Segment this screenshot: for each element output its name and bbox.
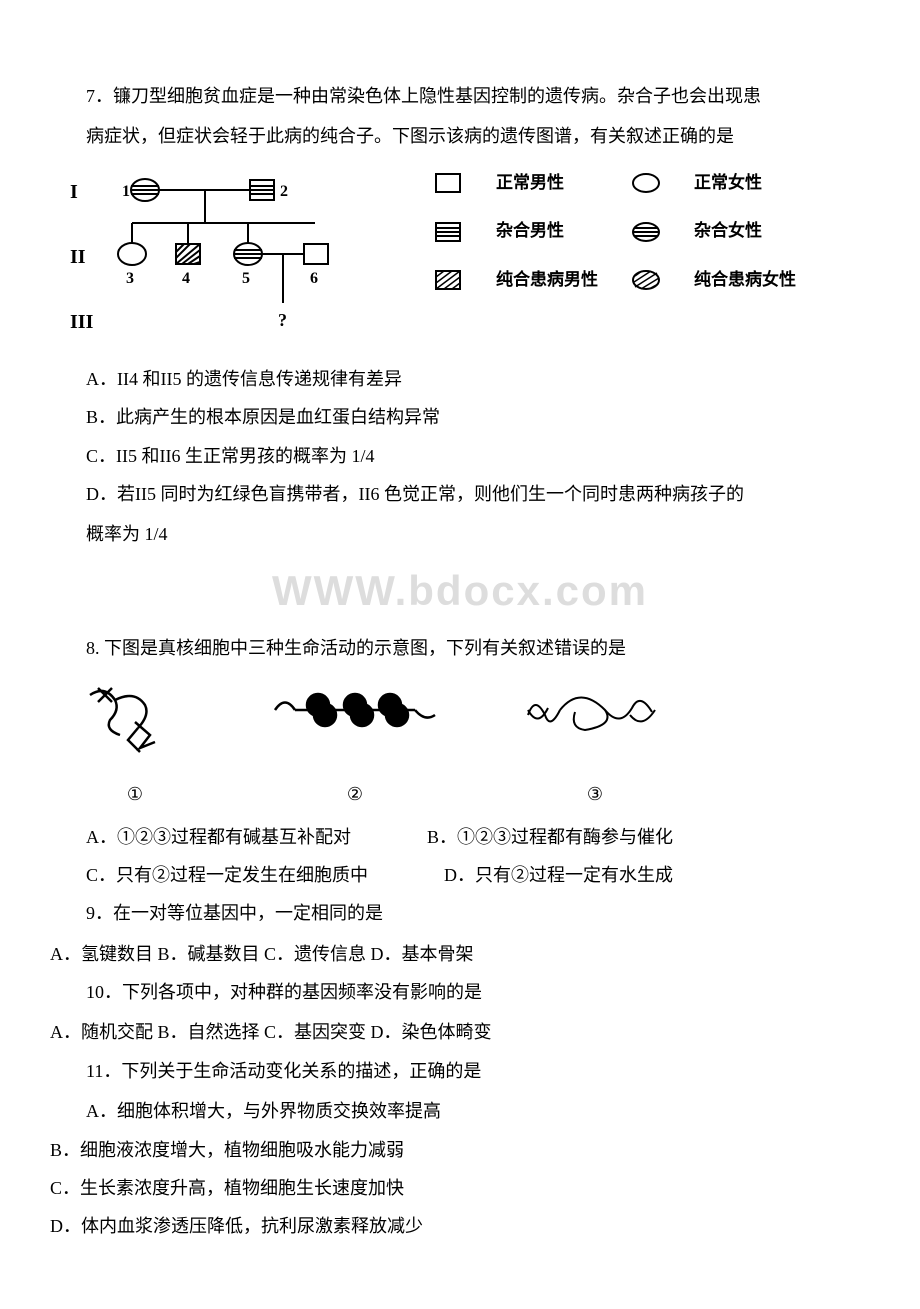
fig-3-svg	[520, 680, 670, 760]
q8-stem: 8. 下图是真核细胞中三种生命活动的示意图，下列有关叙述错误的是	[50, 632, 870, 664]
q11-D: D．体内血浆渗透压降低，抗利尿激素释放减少	[50, 1210, 870, 1242]
legend-circh-icon	[628, 219, 664, 245]
legend-sq-icon	[430, 170, 466, 196]
legend-sq-label: 正常男性	[496, 168, 598, 199]
fig-2: ②	[270, 680, 440, 811]
gen-III: III	[70, 311, 94, 333]
pedigree-svg: I II III 1 2 3	[60, 168, 380, 343]
q8-A: A．①②③过程都有碱基互补配对	[50, 821, 351, 853]
q10-opts: A．随机交配 B．自然选择 C．基因突变 D．染色体畸变	[50, 1016, 870, 1048]
q8-D: D．只有②过程一定有水生成	[408, 859, 673, 891]
q7-stem-line1: 7．镰刀型细胞贫血症是一种由常染色体上隐性基因控制的遗传病。杂合子也会出现患	[50, 80, 870, 112]
fig-2-svg	[270, 680, 440, 760]
legend-sqfill-icon	[430, 267, 466, 293]
q11-B: B．细胞液浓度增大，植物细胞吸水能力减弱	[50, 1134, 870, 1166]
q7-C: C．II5 和II6 生正常男孩的概率为 1/4	[50, 440, 870, 472]
legend-circfill-icon	[628, 267, 664, 293]
svg-text:4: 4	[182, 270, 190, 287]
q9-stem: 9．在一对等位基因中，一定相同的是	[50, 897, 870, 929]
watermark: WWW.bdocx.com	[50, 553, 870, 629]
fig-3-cap: ③	[520, 778, 670, 810]
svg-text:5: 5	[242, 270, 250, 287]
q7-D-line2: 概率为 1/4	[50, 518, 870, 550]
pedigree-figure: I II III 1 2 3	[60, 168, 870, 343]
legend-sqh-icon	[430, 219, 466, 245]
q7-stem-line2: 病症状，但症状会轻于此病的纯合子。下图示该病的遗传图谱，有关叙述正确的是	[50, 120, 870, 152]
gen-I: I	[70, 181, 78, 203]
pedigree-legend: 正常男性 正常女性 杂合男性 杂合女性 纯合患病男性	[430, 168, 796, 296]
q9-opts: A．氢键数目 B．碱基数目 C．遗传信息 D．基本骨架	[50, 938, 870, 970]
q8-B: B．①②③过程都有酶参与催化	[391, 821, 673, 853]
q8-figures: ① ② ③	[80, 680, 870, 811]
q7-A: A．II4 和II5 的遗传信息传递规律有差异	[50, 363, 870, 395]
svg-text:3: 3	[126, 270, 134, 287]
fig-1: ①	[80, 680, 190, 811]
legend-circfill-label: 纯合患病女性	[694, 265, 796, 296]
svg-text:6: 6	[310, 270, 318, 287]
q7-D-line1: D．若II5 同时为红绿色盲携带者，II6 色觉正常，则他们生一个同时患两种病孩…	[50, 478, 870, 510]
q11-C: C．生长素浓度升高，植物细胞生长速度加快	[50, 1172, 870, 1204]
svg-text:1: 1	[122, 183, 130, 200]
fig-1-svg	[80, 680, 190, 760]
q11-stem: 11．下列关于生命活动变化关系的描述，正确的是	[50, 1055, 870, 1087]
svg-text:?: ?	[278, 310, 287, 330]
fig-3: ③	[520, 680, 670, 811]
fig-2-cap: ②	[270, 778, 440, 810]
q8-C: C．只有②过程一定发生在细胞质中	[50, 859, 368, 891]
svg-text:2: 2	[280, 183, 288, 200]
legend-sqfill-label: 纯合患病男性	[496, 265, 598, 296]
legend-sqh-label: 杂合男性	[496, 216, 598, 247]
q10-stem: 10．下列各项中，对种群的基因频率没有影响的是	[50, 976, 870, 1008]
q8-row2: C．只有②过程一定发生在细胞质中 D．只有②过程一定有水生成	[50, 859, 870, 891]
gen-II: II	[70, 246, 86, 268]
legend-circh-label: 杂合女性	[694, 216, 796, 247]
q7-B: B．此病产生的根本原因是血红蛋白结构异常	[50, 401, 870, 433]
q8-row1: A．①②③过程都有碱基互补配对 B．①②③过程都有酶参与催化	[50, 821, 870, 853]
legend-circ-label: 正常女性	[694, 168, 796, 199]
fig-1-cap: ①	[80, 778, 190, 810]
q11-A: A．细胞体积增大，与外界物质交换效率提高	[50, 1095, 870, 1127]
legend-circ-icon	[628, 170, 664, 196]
